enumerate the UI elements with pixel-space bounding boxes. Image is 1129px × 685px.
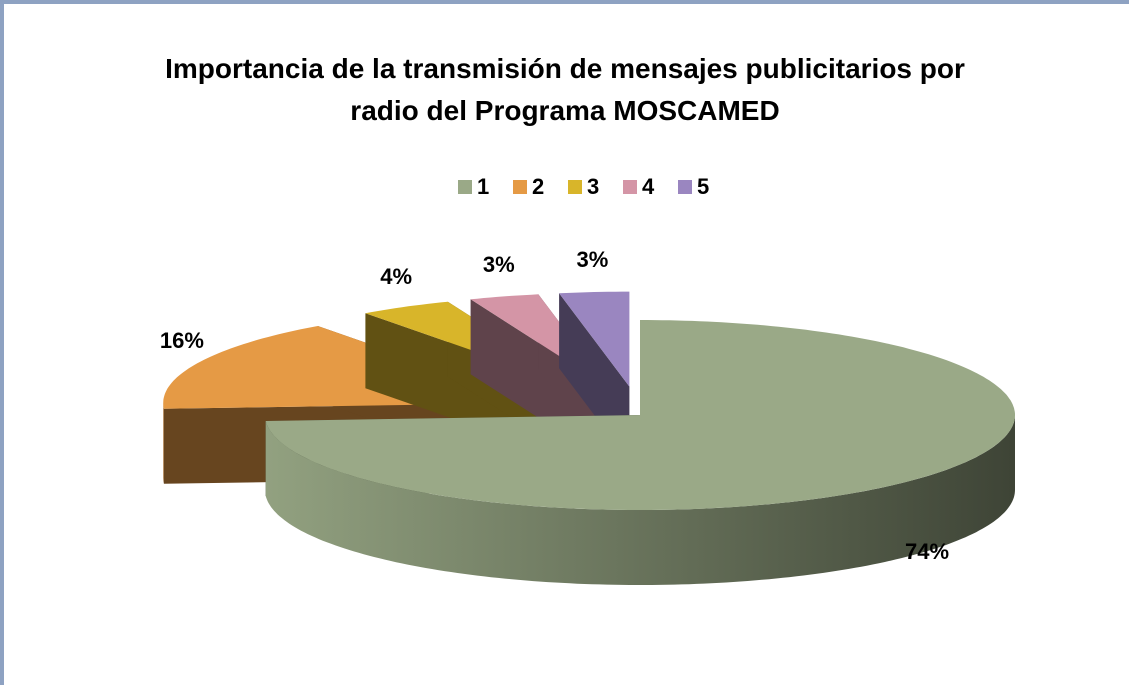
slice-side [163, 402, 164, 484]
legend-swatch [513, 180, 527, 194]
legend-label: 5 [697, 174, 709, 199]
slice-side [265, 415, 1015, 585]
value-label: 74% [905, 539, 949, 564]
legend-label: 3 [587, 174, 599, 199]
value-label: 3% [483, 252, 515, 277]
legend-swatch [458, 180, 472, 194]
legend-swatch [623, 180, 637, 194]
value-label: 4% [380, 264, 412, 289]
legend-swatch [568, 180, 582, 194]
legend-label: 4 [642, 174, 655, 199]
legend-label: 2 [532, 174, 544, 199]
value-label: 16% [160, 328, 204, 353]
pie-slice [265, 320, 1015, 585]
chart-title: Importancia de la transmisión de mensaje… [165, 53, 965, 126]
slice-top [265, 320, 1015, 510]
legend-label: 1 [477, 174, 489, 199]
value-label: 3% [576, 247, 608, 272]
slice-top [559, 291, 630, 387]
legend-swatch [678, 180, 692, 194]
